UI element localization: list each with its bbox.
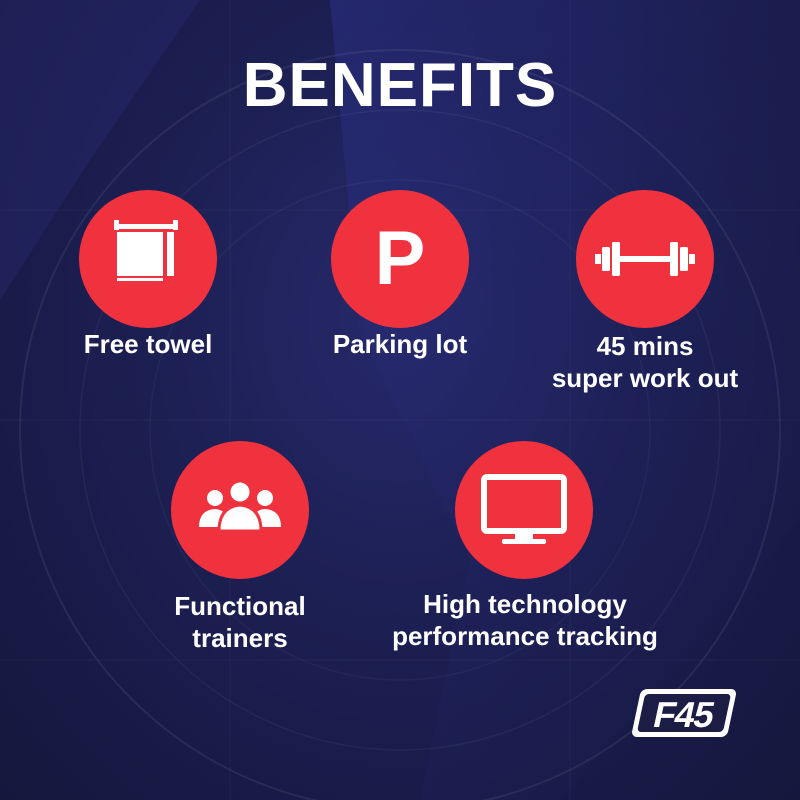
parking-lot-text: Parking lot	[332, 329, 468, 359]
poster-title: BENEFITS	[242, 51, 558, 120]
monitor-icon	[481, 474, 567, 544]
trainers-text-line-1: Functional	[174, 591, 306, 621]
dumbbell-icon	[595, 242, 695, 276]
towel-icon	[114, 220, 178, 281]
svg-text:P: P	[375, 216, 426, 301]
trainers-badge	[171, 441, 309, 579]
workout-badge	[576, 190, 714, 328]
svg-text:F45: F45	[650, 694, 718, 735]
workout-label: 45 mins super work out	[530, 330, 760, 394]
parking-icon: P	[375, 216, 426, 301]
free-towel-label: Free towel	[39, 328, 257, 360]
trainers-label: Functional trainers	[130, 590, 350, 654]
trainers-icon	[199, 479, 281, 533]
tracking-badge	[455, 441, 593, 579]
tracking-text-line-1: High technology	[423, 589, 627, 619]
free-towel-text: Free towel	[83, 329, 213, 359]
tracking-text-line-2: performance tracking	[392, 621, 658, 651]
f45-logo: F45	[632, 689, 737, 737]
workout-text-line-2: super work out	[551, 363, 739, 393]
workout-text-line-1: 45 mins	[596, 331, 694, 361]
parking-lot-badge: P	[331, 190, 469, 328]
tracking-label: High technology performance tracking	[360, 588, 690, 652]
free-towel-badge	[79, 190, 217, 328]
trainers-text-line-2: trainers	[192, 623, 288, 653]
parking-lot-label: Parking lot	[291, 328, 509, 360]
